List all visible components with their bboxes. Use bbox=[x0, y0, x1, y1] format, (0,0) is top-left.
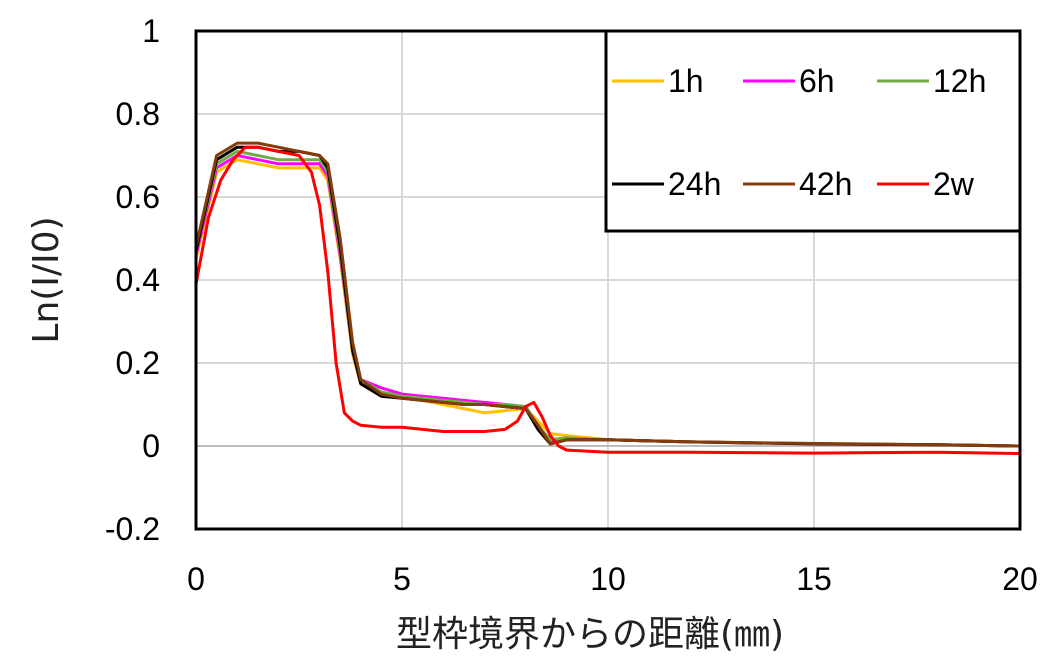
x-tick-label: 15 bbox=[796, 561, 832, 597]
series-line-42h bbox=[194, 141, 1021, 448]
series-lines bbox=[194, 141, 1021, 455]
y-tick-label: 0.6 bbox=[116, 179, 160, 215]
legend-label-42h: 42h bbox=[799, 166, 852, 202]
x-axis-title: 型枠境界からの距離(㎜) bbox=[396, 614, 784, 655]
legend-label-1h: 1h bbox=[668, 63, 704, 99]
legend: 1h 6h 12h 24h 42h 2w bbox=[604, 29, 1022, 233]
y-tick-label: 0.2 bbox=[116, 345, 160, 381]
x-tick-label: 20 bbox=[1002, 561, 1038, 597]
legend-box bbox=[604, 29, 1022, 233]
legend-label-6h: 6h bbox=[799, 63, 835, 99]
legend-label-12h: 12h bbox=[933, 63, 986, 99]
x-tick-label: 0 bbox=[187, 561, 205, 597]
y-tick-label: 1 bbox=[142, 13, 160, 49]
y-axis-title: Ln(I/I0) bbox=[26, 216, 67, 343]
x-tick-label: 10 bbox=[590, 561, 626, 597]
x-tick-label: 5 bbox=[393, 561, 411, 597]
x-tick-labels: 0 5 10 15 20 bbox=[187, 561, 1038, 597]
y-tick-labels: -0.2 0 0.2 0.4 0.6 0.8 1 bbox=[105, 13, 160, 547]
y-tick-label: 0.4 bbox=[116, 262, 160, 298]
y-tick-label: 0 bbox=[142, 428, 160, 464]
series-line-2w bbox=[194, 145, 1021, 455]
y-tick-label: 0.8 bbox=[116, 96, 160, 132]
legend-label-24h: 24h bbox=[668, 166, 721, 202]
legend-label-2w: 2w bbox=[933, 166, 975, 202]
y-tick-label: -0.2 bbox=[105, 511, 160, 547]
